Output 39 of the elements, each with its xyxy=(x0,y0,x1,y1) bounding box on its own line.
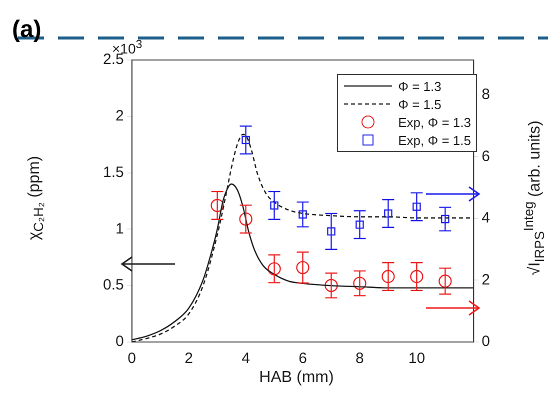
point xyxy=(382,270,395,284)
y-tick-label: 0 xyxy=(116,333,124,350)
text: (a) xyxy=(12,16,42,44)
y-tick-label: 1.5 xyxy=(102,164,124,181)
point xyxy=(410,270,424,284)
point xyxy=(270,201,278,210)
y2-tick-label: 0 xyxy=(482,333,490,350)
legend-label: Exp, Φ = 1.5 xyxy=(398,132,471,148)
point xyxy=(412,202,421,211)
legend-label: Exp, Φ = 1.3 xyxy=(398,114,471,130)
point xyxy=(210,198,224,212)
x-tick-label: 2 xyxy=(184,350,193,368)
point xyxy=(327,227,336,236)
point xyxy=(296,260,310,274)
y2-tick-label: 4 xyxy=(482,210,490,227)
point xyxy=(384,209,392,218)
x-tick-label: 4 xyxy=(242,350,250,368)
x-tick-label: 6 xyxy=(298,350,307,368)
y-tick-label: 1 xyxy=(116,220,124,238)
legend-label: Φ = 1.3 xyxy=(398,78,442,94)
point xyxy=(239,212,252,226)
point xyxy=(298,210,307,219)
point xyxy=(353,276,366,290)
point xyxy=(242,136,250,144)
point xyxy=(441,214,450,224)
y2-tick-label: 6 xyxy=(482,148,490,165)
x-axis-title: HAB (mm) xyxy=(258,369,335,387)
point xyxy=(324,278,338,292)
point xyxy=(438,274,452,288)
y-tick-label: 0.5 xyxy=(102,276,124,294)
y2-tick-label: 8 xyxy=(482,86,490,104)
x-tick-label: 10 xyxy=(408,350,426,368)
y-tick-label: 2 xyxy=(116,108,124,125)
x-tick-label: 8 xyxy=(356,350,364,368)
legend-label: Φ = 1.5 xyxy=(398,96,442,112)
y2-tick-label: 2 xyxy=(482,271,490,288)
point xyxy=(268,262,281,276)
x-tick-label: 0 xyxy=(128,350,136,368)
point xyxy=(356,220,364,229)
